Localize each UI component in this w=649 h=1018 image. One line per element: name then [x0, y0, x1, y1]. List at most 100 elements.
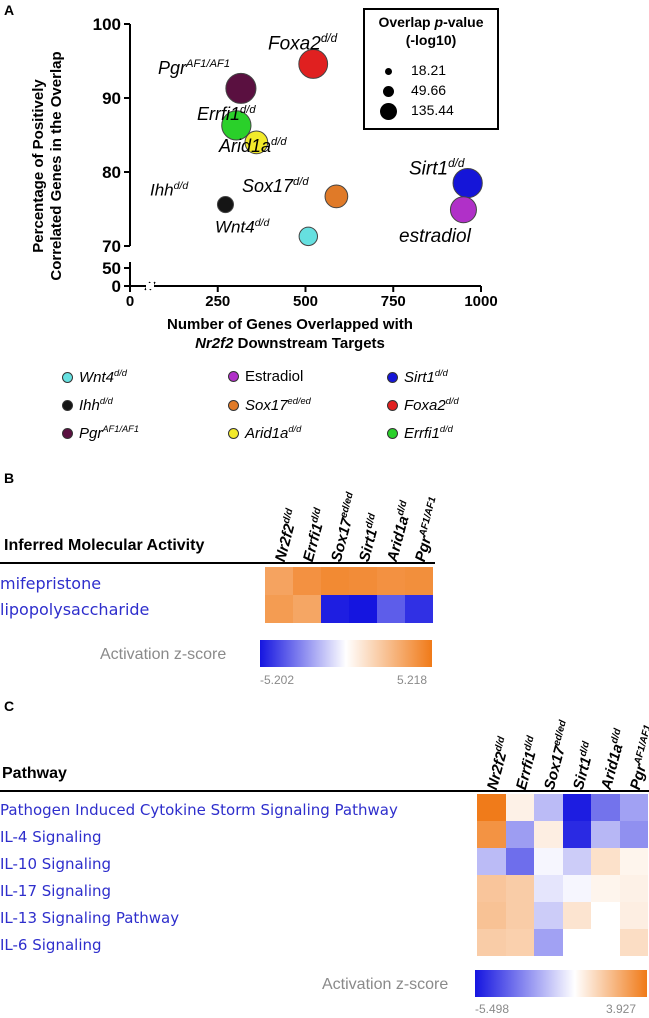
column-header: PgrAF1/AF1: [411, 496, 445, 564]
point-pgr: [225, 72, 257, 104]
panel-c-row-label[interactable]: IL-17 Signaling: [0, 882, 112, 900]
heatmap-cell: [591, 902, 620, 929]
point-foxa2: [298, 49, 329, 79]
heatmap-cell: [534, 929, 563, 956]
heatmap-cell: [591, 848, 620, 875]
heatmap-cell: [591, 875, 620, 902]
heatmap-cell: [591, 821, 620, 848]
point-sox17: [324, 184, 349, 209]
heatmap-cell: [505, 902, 534, 929]
panel-c-row-label[interactable]: Pathogen Induced Cytokine Storm Signalin…: [0, 801, 398, 819]
legend-item-sox17: Sox17ed/ed: [228, 396, 311, 414]
scatter-xlabel-line1: Number of Genes Overlapped with: [167, 316, 413, 333]
size-legend-entry: 49.66: [377, 82, 487, 102]
heatmap-cell: [349, 567, 377, 595]
heatmap-cell: [619, 794, 648, 821]
panel-c-rule: [0, 790, 649, 792]
panel-b-rule: [0, 562, 435, 564]
panel-c-row-label[interactable]: IL-10 Signaling: [0, 855, 112, 873]
size-legend-title-pre: Overlap: [378, 14, 435, 30]
heatmap-cell: [562, 821, 591, 848]
heatmap-cell: [591, 929, 620, 956]
column-header-genotype: d/d: [280, 507, 296, 525]
panel-c-row-label[interactable]: IL-13 Signaling Pathway: [0, 909, 180, 927]
panel-c-row-label[interactable]: IL-6 Signaling: [0, 936, 102, 954]
panel-c-row-label[interactable]: IL-4 Signaling: [0, 828, 102, 846]
scatter-xlabel-rest: Downstream Targets: [233, 335, 385, 352]
point-label-pgr: PgrAF1/AF1: [158, 58, 231, 78]
panel-c-scale-label: Activation z-score: [322, 976, 449, 993]
column-header: Nr2f2d/d: [271, 507, 302, 563]
panel-b-row-header: Inferred Molecular Activity: [4, 537, 205, 554]
heatmap-cell: [265, 595, 293, 623]
heatmap-cell: [505, 821, 534, 848]
y-tick-label: 50: [102, 259, 121, 278]
point-arid1a: [244, 130, 269, 155]
column-header-name: Pgr: [626, 763, 649, 792]
column-header: Arid1ad/d: [597, 727, 630, 791]
heatmap-cell: [534, 848, 563, 875]
size-legend-dot-large: [380, 103, 397, 120]
column-header-genotype: d/d: [363, 512, 379, 530]
scatter-ylabel-line2: Correlated Genes in the Overlap: [48, 51, 65, 281]
heatmap-cell: [534, 794, 563, 821]
x-tick-label: 1000: [464, 293, 497, 310]
heatmap-cell: [377, 567, 405, 595]
heatmap-cell: [505, 929, 534, 956]
column-header-genotype: d/d: [309, 506, 324, 524]
point-label-sox17: Sox17d/d: [242, 176, 309, 196]
scatter-xlabel: Number of Genes Overlapped with Nr2f2 Do…: [120, 315, 460, 353]
column-header-genotype: AF1/AF1: [417, 495, 439, 538]
heatmap-cell: [619, 929, 648, 956]
column-header-name: Arid1a: [597, 742, 627, 792]
legend-swatch: [62, 371, 73, 383]
point-wnt4: [298, 226, 319, 247]
heatmap-cell: [293, 567, 321, 595]
column-header-name: Sirt1: [355, 527, 382, 564]
heatmap-cell: [377, 595, 405, 623]
y-tick-label: 80: [102, 163, 121, 182]
column-header-genotype: ed/ed: [551, 719, 569, 748]
column-header-genotype: AF1/AF1: [631, 723, 649, 766]
size-legend-value-small: 18.21: [411, 62, 447, 78]
column-header: Errfi1d/d: [299, 507, 330, 564]
heatmap-cell: [477, 848, 506, 875]
column-header-name: Errfi1: [512, 749, 540, 792]
panel-b-row-label[interactable]: lipopolysaccharide: [0, 600, 150, 619]
x-tick-label: 250: [205, 293, 230, 310]
legend-item-sirt1: Sirt1d/d: [387, 368, 448, 386]
heatmap-cell: [477, 794, 506, 821]
legend-item-foxa2: Foxa2d/d: [387, 396, 459, 414]
column-header-name: Errfi1: [299, 521, 327, 564]
heatmap-cell: [505, 848, 534, 875]
panel-b-row-label[interactable]: mifepristone: [0, 574, 102, 593]
heatmap-cell: [321, 595, 349, 623]
y-tick-label: 100: [93, 15, 121, 34]
heatmap-cell: [505, 794, 534, 821]
x-tick-label: 0: [126, 293, 134, 310]
panel-b-scale-label: Activation z-score: [100, 646, 227, 663]
size-legend-title-line2: (-log10): [405, 32, 457, 48]
legend-item-ihh: Ihhd/d: [62, 396, 113, 414]
point-errfi1: [221, 110, 252, 141]
heatmap-cell: [265, 567, 293, 595]
y-tick-label: 0: [112, 277, 121, 296]
heatmap-cell: [562, 875, 591, 902]
heatmap-cell: [534, 821, 563, 848]
column-header: Errfi1d/d: [512, 735, 543, 792]
column-header-genotype: d/d: [521, 734, 537, 752]
column-header: Sirt1d/d: [355, 512, 385, 563]
y-tick-label: 70: [102, 237, 121, 256]
heatmap-cell: [477, 902, 506, 929]
size-legend-title-post: -value: [443, 14, 484, 30]
point-label-errfi1: Errfi1d/d: [197, 104, 256, 124]
size-legend-entry: 18.21: [377, 62, 487, 82]
panel-a-letter: A: [4, 2, 15, 18]
point-label-foxa2: Foxa2d/d: [268, 32, 338, 55]
heatmap-cell: [619, 875, 648, 902]
heatmap-cell: [534, 902, 563, 929]
column-header-name: Sox17: [540, 744, 569, 792]
legend-item-estradiol: Estradiol: [228, 368, 303, 385]
column-header-genotype: d/d: [395, 499, 410, 517]
